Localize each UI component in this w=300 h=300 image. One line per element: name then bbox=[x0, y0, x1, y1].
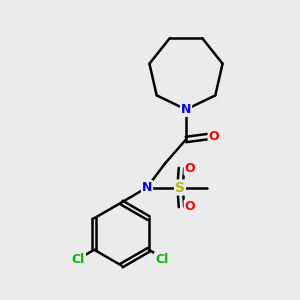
Text: O: O bbox=[208, 130, 219, 143]
Text: Cl: Cl bbox=[155, 253, 168, 266]
Text: N: N bbox=[142, 181, 152, 194]
Text: N: N bbox=[181, 103, 191, 116]
Text: O: O bbox=[184, 200, 195, 214]
Text: S: S bbox=[175, 181, 185, 194]
Text: O: O bbox=[184, 161, 195, 175]
Text: Cl: Cl bbox=[72, 253, 85, 266]
